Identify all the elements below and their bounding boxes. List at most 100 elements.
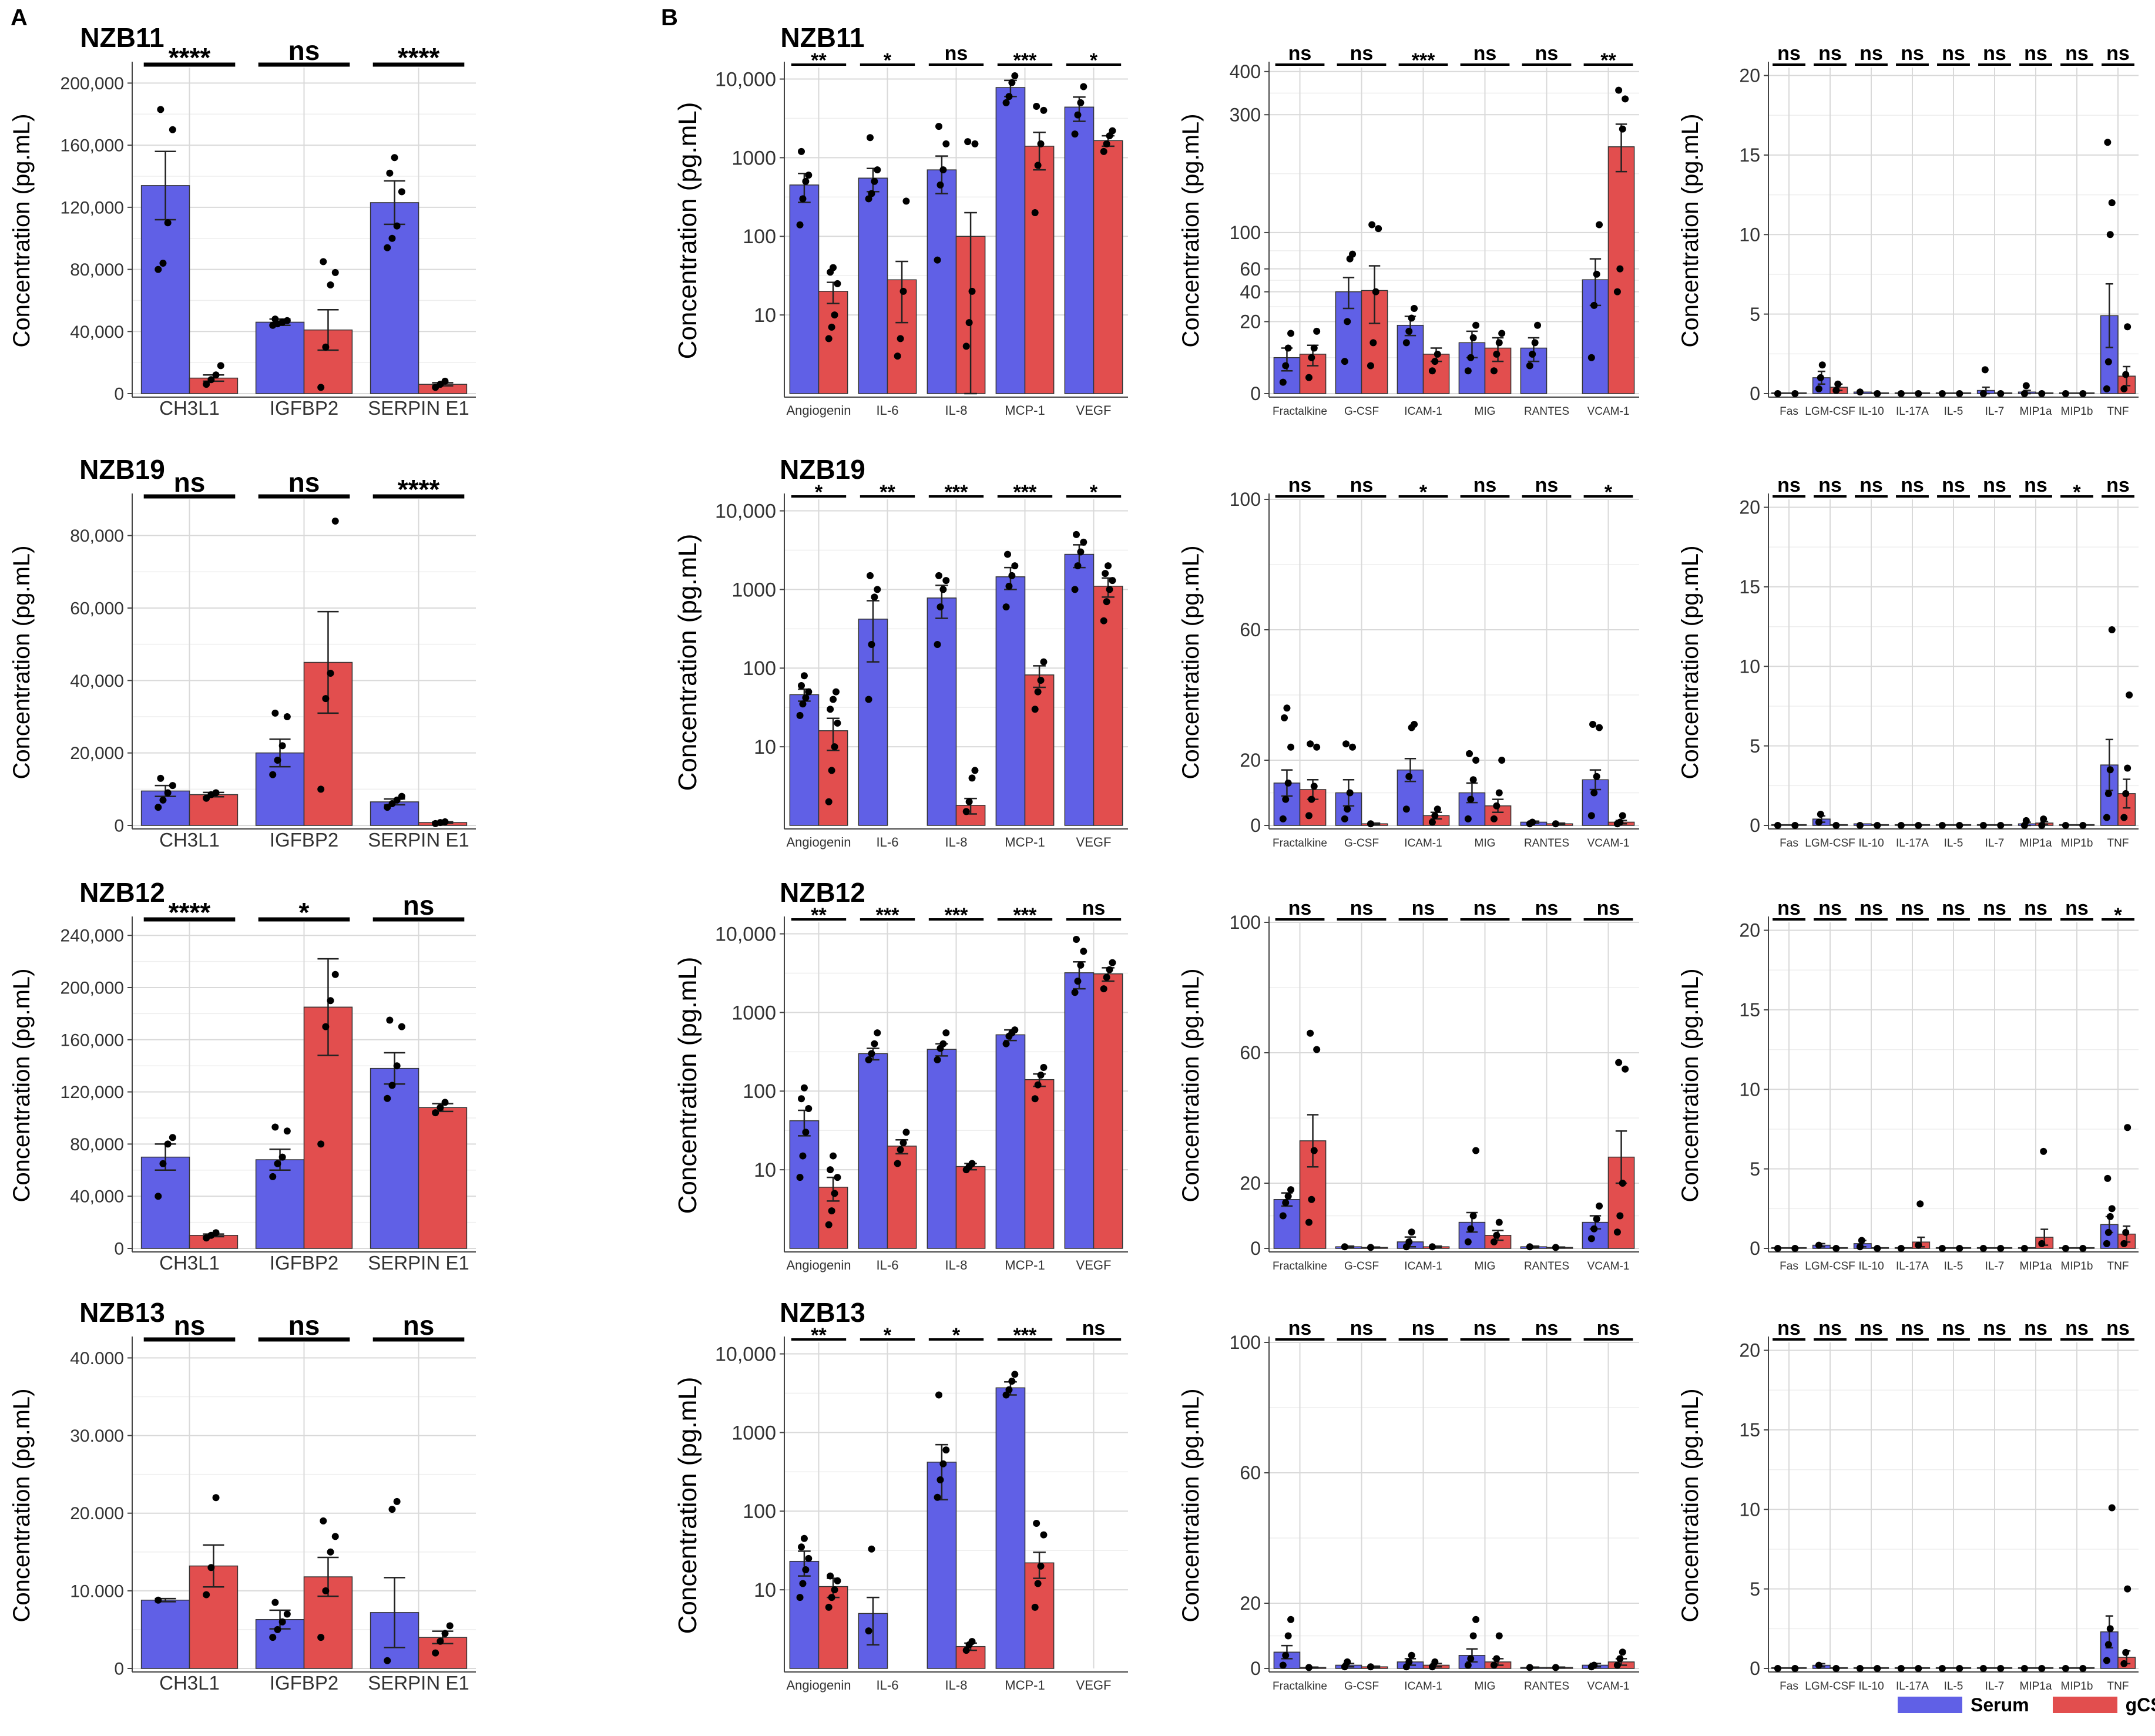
data-point xyxy=(1071,130,1079,138)
data-point xyxy=(1619,125,1626,133)
significance-label: ns xyxy=(174,467,206,498)
data-point xyxy=(1552,1244,1559,1251)
y-tick-label: 20 xyxy=(1739,497,1760,518)
data-point xyxy=(1411,720,1418,728)
data-point xyxy=(1593,1215,1600,1223)
data-point xyxy=(2104,358,2112,365)
data-point xyxy=(825,798,833,805)
data-point xyxy=(2124,323,2131,331)
y-tick-label: 1000 xyxy=(731,1002,776,1024)
y-axis-title: Concentration (pg.mL) xyxy=(1677,969,1703,1203)
data-point xyxy=(968,287,976,295)
data-point xyxy=(317,1634,325,1641)
data-point xyxy=(1287,743,1295,751)
y-tick-label: 0 xyxy=(114,817,124,836)
data-point xyxy=(274,1626,281,1633)
x-tick-label: SERPIN E1 xyxy=(368,829,469,851)
significance-label: ns xyxy=(1288,474,1312,496)
y-tick-label: 200,000 xyxy=(61,74,124,93)
y-axis-title: Concentration (pg.mL) xyxy=(673,102,702,360)
y-tick-label: 0 xyxy=(1750,383,1760,404)
data-point xyxy=(1344,318,1351,325)
data-point xyxy=(1004,550,1012,558)
data-point xyxy=(2122,371,2130,378)
data-point xyxy=(1526,1664,1533,1671)
data-point xyxy=(1531,339,1539,347)
data-point xyxy=(1467,1225,1475,1233)
data-point xyxy=(1979,822,1987,829)
data-point xyxy=(865,696,872,703)
data-point xyxy=(1587,1235,1595,1243)
data-point xyxy=(388,800,396,807)
data-point xyxy=(155,1193,162,1200)
y-tick-label: 0 xyxy=(1250,383,1261,404)
data-point xyxy=(1341,1243,1348,1251)
data-point xyxy=(802,1129,810,1136)
data-point xyxy=(1897,1665,1905,1672)
x-tick-label: VCAM-1 xyxy=(1587,405,1630,418)
data-point xyxy=(2122,1648,2130,1656)
y-tick-label: 60 xyxy=(1240,1462,1261,1483)
data-point xyxy=(1526,362,1533,370)
data-point xyxy=(805,172,813,179)
significance-label: **** xyxy=(169,897,211,928)
significance-label: * xyxy=(2073,481,2081,503)
data-point xyxy=(1372,288,1379,296)
data-point xyxy=(159,260,167,267)
significance-label: ns xyxy=(2024,1317,2047,1339)
data-point xyxy=(874,586,881,593)
data-point xyxy=(1367,362,1374,370)
significance-label: ns xyxy=(1901,474,1924,496)
significance-label: ns xyxy=(1288,1317,1312,1339)
x-tick-label: MIP1b xyxy=(2061,837,2093,849)
data-point xyxy=(1791,822,1799,829)
y-tick-label: 10 xyxy=(754,1579,776,1601)
data-point xyxy=(1077,99,1085,106)
data-point xyxy=(1619,1648,1626,1656)
y-tick-label: 40,000 xyxy=(70,323,124,342)
bar-serum xyxy=(1273,1199,1301,1249)
bar-serum xyxy=(995,1034,1026,1249)
y-tick-label: 0 xyxy=(1750,1238,1760,1259)
x-tick-label: IL-5 xyxy=(1944,1680,1963,1693)
significance-label: ns xyxy=(1082,1317,1106,1339)
data-point xyxy=(1817,374,1824,381)
chart-B1-NZB12: 10 100 1000 10,000 Concentration (pg.mL) NZB1… xyxy=(673,877,1128,1272)
data-point xyxy=(965,319,973,327)
data-point xyxy=(868,190,875,197)
data-point xyxy=(1774,390,1781,397)
data-point xyxy=(271,1599,279,1606)
data-point xyxy=(868,1545,875,1553)
data-point xyxy=(936,1476,944,1484)
data-point xyxy=(1956,390,1963,397)
data-point xyxy=(1011,1026,1019,1034)
data-point xyxy=(1428,1243,1436,1251)
data-point xyxy=(1874,390,1881,397)
significance-label: ns xyxy=(1535,42,1559,65)
bar-gcsc xyxy=(1024,1079,1055,1249)
x-tick-label: IL-6 xyxy=(877,835,899,849)
data-point xyxy=(939,1040,947,1047)
y-tick-label: 160,000 xyxy=(61,136,124,156)
data-point xyxy=(1405,1238,1413,1245)
data-point xyxy=(1938,822,1946,829)
data-point xyxy=(830,264,837,271)
bar-serum xyxy=(858,1053,888,1249)
significance-label: *** xyxy=(1013,49,1037,72)
data-point xyxy=(834,719,841,727)
data-point xyxy=(1071,989,1079,996)
data-point xyxy=(1109,127,1116,135)
bar-gcsc xyxy=(887,1146,917,1249)
data-point xyxy=(1490,815,1498,822)
data-point xyxy=(2062,1665,2069,1672)
data-point xyxy=(902,1129,910,1136)
data-point xyxy=(1472,321,1480,329)
y-axis-title: Concentration (pg.mL) xyxy=(673,534,702,791)
data-point xyxy=(1037,1071,1045,1079)
y-tick-label: 15 xyxy=(1739,576,1760,597)
data-point xyxy=(1874,1665,1881,1672)
data-point xyxy=(2108,1205,2116,1213)
data-point xyxy=(157,774,165,782)
panel-label-a: A xyxy=(11,5,28,31)
